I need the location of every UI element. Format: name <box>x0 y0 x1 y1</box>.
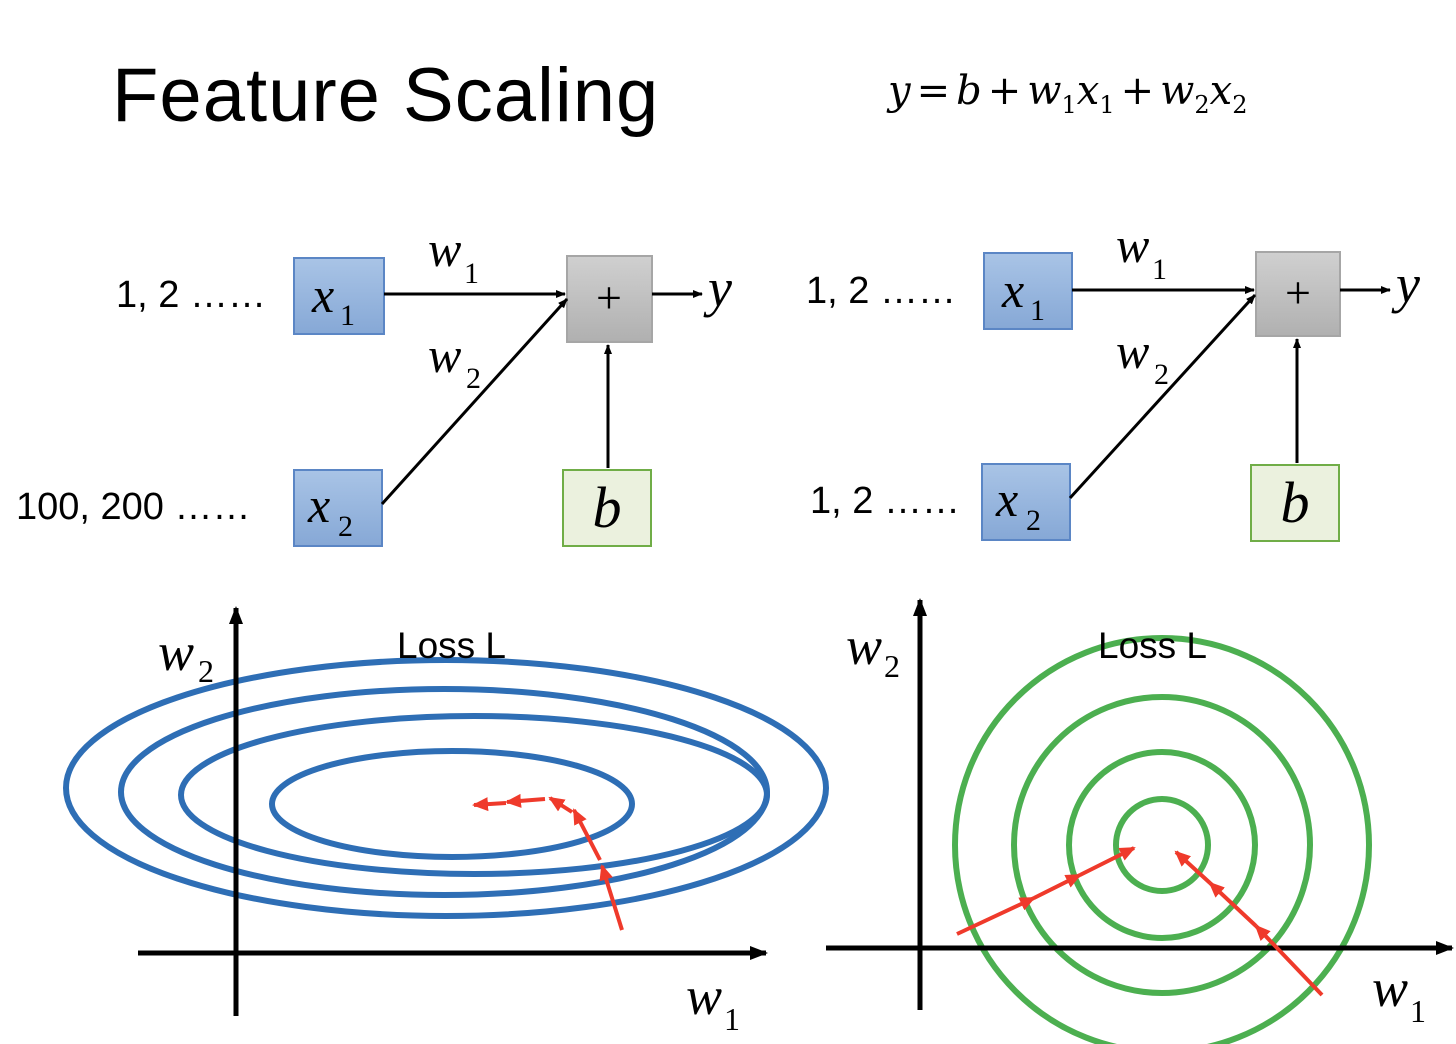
page-title: Feature Scaling <box>112 53 660 138</box>
left-gradient-step-1 <box>599 864 624 931</box>
left-loss-plot: Loss L w 2 w 1 <box>63 606 829 1037</box>
right-loss-plot: Loss L w 2 w 1 <box>826 598 1454 1044</box>
left-x2-sub: 2 <box>338 510 353 543</box>
left-gradient-step-2 <box>572 808 602 861</box>
right-w2-main: w <box>1116 323 1149 379</box>
right-network: x 1 x 2 + b w 1 w 2 y <box>981 217 1420 542</box>
left-gradient-step-5 <box>472 797 507 812</box>
model-formula: y = b + w1x1 + w2x2 <box>888 68 1248 119</box>
left-x2-node <box>293 469 383 547</box>
left-bias-label: b <box>593 475 622 540</box>
right-sum-node <box>1255 251 1341 337</box>
right-contour-4 <box>1113 796 1211 894</box>
right-w1-main: w <box>1116 217 1149 273</box>
right-x1-values: 1, 2 …… <box>806 270 956 312</box>
left-gradient-step-3 <box>548 796 574 814</box>
left-x2-values: 100, 200 …… <box>16 486 251 528</box>
left-x2-main: x <box>307 477 330 533</box>
left-w1-sub: 1 <box>464 257 479 290</box>
left-w1-main: w <box>428 221 461 277</box>
right-w2-sub: 2 <box>1154 358 1169 391</box>
right-x2-sub: 2 <box>1026 504 1041 537</box>
left-x1-node <box>293 257 385 335</box>
right-output-label: y <box>1391 254 1420 314</box>
left-gradient-step-4 <box>505 793 546 808</box>
right-gradient-left-step-1 <box>956 896 1036 936</box>
right-bias-label: b <box>1281 470 1310 535</box>
left-x-axis-main: w <box>686 966 722 1026</box>
right-sum-symbol: + <box>1285 267 1311 318</box>
left-x1-main: x <box>311 267 334 323</box>
right-gradient-path-left <box>956 846 1136 936</box>
right-x2-main: x <box>995 471 1018 527</box>
left-x-axis-sub: 1 <box>724 1001 740 1037</box>
right-gradient-path-right <box>1174 850 1324 997</box>
right-gradient-left-step-2 <box>1033 873 1082 900</box>
right-gradient-right-step-2 <box>1208 881 1258 928</box>
left-contour-2 <box>118 686 770 898</box>
right-contour-2 <box>1011 694 1313 996</box>
right-w2-edge <box>1068 293 1257 500</box>
left-contour-4 <box>269 748 635 860</box>
left-w2-main: w <box>428 327 461 383</box>
right-contour-3 <box>1066 749 1258 941</box>
right-bias-node <box>1250 464 1340 542</box>
right-x1-sub: 1 <box>1030 294 1045 327</box>
left-contour-3 <box>178 713 770 877</box>
right-plot-title: Loss L <box>1098 625 1207 666</box>
left-y-axis-sub: 2 <box>198 653 214 689</box>
left-network: x 1 x 2 + b w 1 w 2 y <box>293 221 732 547</box>
right-x2-values: 1, 2 …… <box>810 480 960 522</box>
left-contour-1 <box>63 657 829 919</box>
right-gradient-right-step-3 <box>1174 850 1212 885</box>
right-x1-node <box>983 252 1073 330</box>
right-w1-sub: 1 <box>1152 253 1167 286</box>
left-sum-symbol: + <box>596 272 622 323</box>
right-contour-1 <box>952 635 1372 1044</box>
right-gradient-left-step-3 <box>1079 846 1136 877</box>
right-gradient-right-step-1 <box>1254 924 1324 997</box>
right-x-axis-main: w <box>1372 958 1408 1018</box>
right-x2-node <box>981 463 1071 541</box>
right-x-axis-sub: 1 <box>1410 993 1426 1029</box>
left-x1-values: 1, 2 …… <box>116 274 266 316</box>
left-x1-sub: 1 <box>340 299 355 332</box>
left-bias-node <box>562 469 652 547</box>
right-x1-main: x <box>1001 262 1024 318</box>
left-y-axis-main: w <box>158 622 194 682</box>
left-plot-title: Loss L <box>397 625 506 666</box>
left-w2-edge <box>380 297 569 506</box>
right-y-axis-main: w <box>846 616 882 676</box>
left-output-label: y <box>703 258 732 318</box>
left-gradient-path <box>472 793 624 931</box>
left-w2-sub: 2 <box>466 362 481 395</box>
right-y-axis-sub: 2 <box>884 648 900 684</box>
